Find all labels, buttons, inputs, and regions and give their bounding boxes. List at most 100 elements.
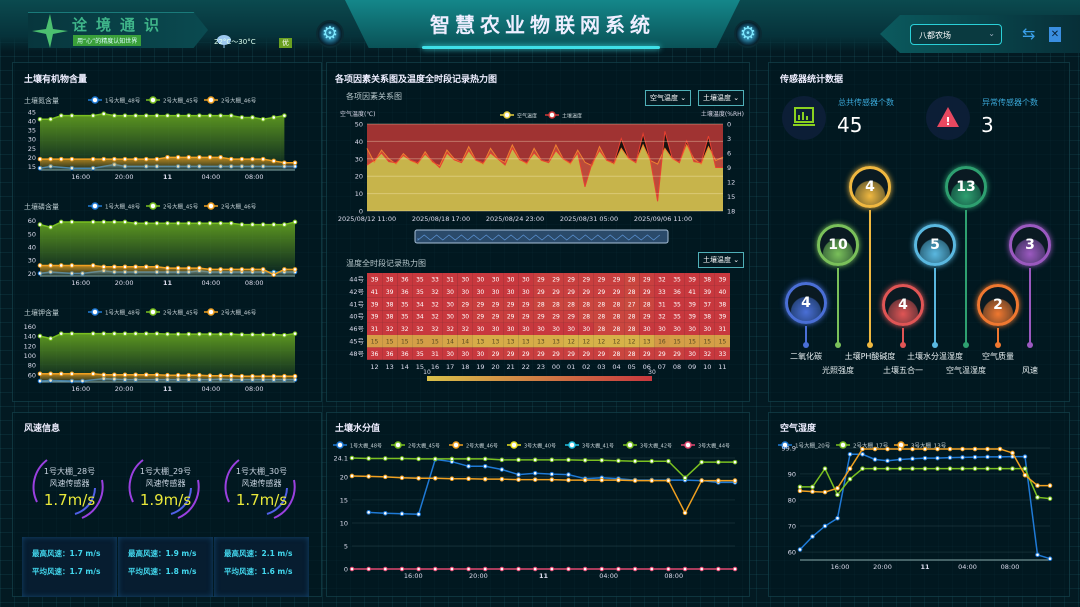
heatmap-cell xyxy=(503,273,519,286)
y-tick-label: 70 xyxy=(788,523,796,531)
cell-value: 28 xyxy=(598,326,606,333)
data-point xyxy=(985,446,990,452)
col-label: 11 xyxy=(718,363,726,371)
data-point xyxy=(1010,450,1015,456)
data-point xyxy=(133,113,138,118)
heatmap-cell xyxy=(624,322,640,335)
heatmap-cell xyxy=(488,297,504,311)
series-line xyxy=(351,457,735,479)
x-tick-label: 20:00 xyxy=(469,572,488,580)
data-point xyxy=(250,115,255,120)
cell-value: 29 xyxy=(613,277,621,284)
col-label: 05 xyxy=(628,363,636,371)
data-point xyxy=(250,332,255,337)
data-point xyxy=(897,466,903,471)
visual-map-max: 30 xyxy=(648,369,656,376)
cell-value: 15 xyxy=(431,339,439,346)
heatmap-cell xyxy=(578,297,594,311)
series-line xyxy=(351,475,735,515)
x-tick-label: 08:00 xyxy=(245,385,264,393)
heatmap-cell xyxy=(699,273,715,286)
data-point xyxy=(566,566,571,572)
clipboard-x-icon[interactable]: ✕ xyxy=(1049,27,1061,42)
cell-value: 31 xyxy=(658,301,666,308)
y-tick-label-right: 12 xyxy=(727,179,735,187)
heatmap-cell xyxy=(533,285,549,298)
heatmap-cell xyxy=(533,322,549,335)
cell-value: 12 xyxy=(582,339,590,346)
heatmap-cell xyxy=(624,335,640,348)
sensor-count-bubble[interactable]: 10 xyxy=(817,224,859,266)
data-point xyxy=(666,566,671,572)
visual-map-bar[interactable] xyxy=(427,376,652,381)
data-point xyxy=(716,566,721,572)
gear-icon[interactable]: ⚙ xyxy=(316,20,344,48)
bubble-anchor-dot xyxy=(803,342,809,348)
cell-value: 30 xyxy=(537,326,545,333)
data-zoom-slider[interactable] xyxy=(414,229,669,244)
data-point xyxy=(239,222,245,227)
data-point xyxy=(922,466,928,471)
farm-select[interactable]: 八都农场 ⌄ xyxy=(910,24,1002,45)
data-point xyxy=(165,155,170,160)
x-tick-label: 08:00 xyxy=(245,279,264,287)
cell-value: 33 xyxy=(719,351,727,358)
soil-temp-dropdown[interactable]: 土壤温度 ⌄ xyxy=(698,90,745,106)
sensor-count-bubble[interactable]: 13 xyxy=(945,166,987,208)
data-point xyxy=(260,332,266,337)
cell-value: 14 xyxy=(446,339,454,346)
abnormal-sensors-value: 3 xyxy=(981,113,994,137)
data-point xyxy=(1022,472,1028,478)
data-point xyxy=(997,454,1003,460)
heatmap-cell xyxy=(518,347,534,360)
heatmap-cell xyxy=(397,322,413,335)
data-point xyxy=(897,446,903,452)
brand-slogan: 用“心”的精度认知世界 xyxy=(73,35,142,46)
heatmap-cell xyxy=(654,322,670,335)
data-point xyxy=(1035,483,1040,488)
data-point xyxy=(271,272,277,277)
gear-icon[interactable]: ⚙ xyxy=(734,20,762,48)
heatmap-cell xyxy=(578,335,594,348)
legend-marker xyxy=(548,111,556,119)
cell-value: 13 xyxy=(492,339,500,346)
sensor-count-bubble[interactable]: 3 xyxy=(1009,224,1051,266)
sensor-count-bubble[interactable]: 4 xyxy=(785,282,827,324)
heatmap-cell xyxy=(699,285,715,298)
y-tick-label: 40 xyxy=(28,118,36,126)
sensor-count-bubble[interactable]: 2 xyxy=(977,284,1019,326)
wind-speed-value: 1.7m/s xyxy=(235,491,288,509)
data-point xyxy=(133,220,138,226)
sensor-name: 1号大棚_30号 xyxy=(235,467,288,476)
heatmap-dropdown[interactable]: 土壤温度 ⌄ xyxy=(698,252,745,268)
relation-subtitle: 各项因素关系图 xyxy=(346,92,402,101)
sensor-count-bubble[interactable]: 4 xyxy=(882,284,924,326)
sensor-count-bubble[interactable]: 5 xyxy=(914,224,956,266)
data-point xyxy=(112,372,117,378)
cell-value: 35 xyxy=(416,277,424,284)
data-point xyxy=(207,155,213,160)
air-temp-dropdown[interactable]: 空气温度 ⌄ xyxy=(645,90,692,106)
data-point xyxy=(649,478,655,483)
row-label: 40号 xyxy=(349,313,364,321)
data-point xyxy=(154,220,160,226)
legend-item: 2号大棚_45号 xyxy=(146,96,199,105)
cell-value: 29 xyxy=(461,301,469,308)
heatmap-chart: 44号 39 38 36 35 33 31 30 30 30 30 30 29 29 29 29 29 29 28 2… xyxy=(349,273,730,381)
cell-value: 30 xyxy=(507,326,515,333)
avg-wind-speed: 平均风速：1.6 m/s xyxy=(224,567,293,576)
cell-value: 39 xyxy=(688,301,696,308)
cell-value: 29 xyxy=(613,289,621,296)
y-tick-label: 20 xyxy=(340,473,348,481)
data-point xyxy=(112,331,117,336)
sensor-count-bubble[interactable]: 4 xyxy=(849,166,891,208)
cell-value: 35 xyxy=(401,301,409,308)
row-label: 44号 xyxy=(349,276,364,284)
heatmap-cell xyxy=(609,285,625,298)
data-point xyxy=(1047,496,1053,501)
cell-value: 28 xyxy=(598,301,606,308)
cell-value: 30 xyxy=(446,301,454,308)
cell-value: 13 xyxy=(643,339,651,346)
data-point xyxy=(482,463,488,469)
swap-icon[interactable]: ⇆ xyxy=(1022,24,1036,43)
